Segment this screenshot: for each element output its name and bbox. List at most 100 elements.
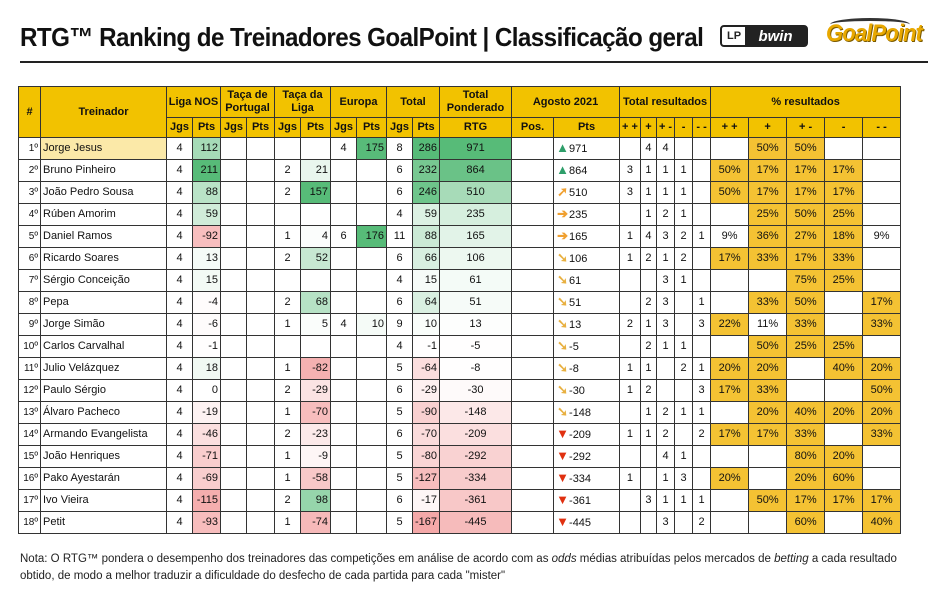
table-row: 17º Ivo Vieira 4 -115 2 98 6 -17 -361 ▼-361 3 1 1 1 50… xyxy=(18,489,902,512)
liga-games: 4 xyxy=(166,313,193,336)
result-percent: 17% xyxy=(786,181,826,204)
europa-points xyxy=(356,335,387,358)
result-count: 1 xyxy=(674,269,694,292)
result-percent: 20% xyxy=(862,357,902,380)
taca-liga-points xyxy=(300,137,331,160)
result-count: 2 xyxy=(639,379,657,402)
taca-liga-points: -23 xyxy=(300,423,331,446)
result-percent: 33% xyxy=(824,247,864,270)
result-count: 3 xyxy=(655,225,676,248)
total-ponderado-header: Total Ponderado xyxy=(439,86,513,118)
result-percent xyxy=(824,313,864,336)
result-count: 1 xyxy=(619,357,641,380)
liga-points: -69 xyxy=(192,467,221,490)
liga-points: 15 xyxy=(192,269,221,292)
liga-games: 4 xyxy=(166,247,193,270)
taca-liga-points: -70 xyxy=(300,401,331,424)
result-percent: 33% xyxy=(786,423,826,446)
taca-liga-games: 1 xyxy=(274,401,301,424)
agosto-points: -209 xyxy=(569,429,592,441)
coach-name: Armando Evangelista xyxy=(40,423,167,446)
coach-name: Bruno Pinheiro xyxy=(40,159,167,182)
liga-points: 88 xyxy=(192,181,221,204)
rtg-value: 51 xyxy=(439,291,513,314)
total-points: -80 xyxy=(411,445,441,468)
liga-games: 4 xyxy=(166,467,193,490)
agosto-points-cell: ➘-5 xyxy=(553,335,621,358)
total-games: 5 xyxy=(386,467,413,490)
result-percent xyxy=(862,203,902,226)
taca-liga-games: 2 xyxy=(274,489,301,512)
agosto-points: 61 xyxy=(569,275,582,287)
bwin-logo-text: bwin xyxy=(745,27,806,45)
result-count: 3 xyxy=(674,467,694,490)
result-percent: 18% xyxy=(824,225,864,248)
coach-name: Paulo Sérgio xyxy=(40,379,167,402)
result-count xyxy=(674,291,694,314)
total-games: 5 xyxy=(386,357,413,380)
taca-portugal-points xyxy=(246,357,275,380)
agosto-position xyxy=(511,269,555,292)
liga-points: 13 xyxy=(192,247,221,270)
result-count xyxy=(619,445,641,468)
rank-cell: 9º xyxy=(18,313,41,336)
footnote-part-1: Nota: O RTG™ pondera o desempenho dos tr… xyxy=(20,553,552,565)
taca-portugal-points xyxy=(246,181,275,204)
total-points: -29 xyxy=(411,379,441,402)
europa-header: Europa xyxy=(330,86,387,118)
rtg-value: -334 xyxy=(439,467,513,490)
result-percent xyxy=(824,137,864,160)
goalpoint-logo-swoosh xyxy=(830,18,910,31)
liga-games: 4 xyxy=(166,511,193,534)
result-percent: 20% xyxy=(748,401,788,424)
result-count: 2 xyxy=(674,247,694,270)
liga-points: -46 xyxy=(192,423,221,446)
liga-games: 4 xyxy=(166,181,193,204)
coach-name: Sérgio Conceição xyxy=(40,269,167,292)
result-percent xyxy=(710,445,750,468)
total-games: 4 xyxy=(386,335,413,358)
europa-games xyxy=(330,423,357,446)
result-count xyxy=(674,137,694,160)
result-percent xyxy=(710,335,750,358)
total-games: 9 xyxy=(386,313,413,336)
result-percent: 20% xyxy=(862,401,902,424)
rtg-value: 165 xyxy=(439,225,513,248)
result-count: 1 xyxy=(692,291,712,314)
result-percent: 20% xyxy=(710,357,750,380)
coach-name: Pako Ayestarán xyxy=(40,467,167,490)
total-games: 6 xyxy=(386,181,413,204)
total-points: 232 xyxy=(411,159,441,182)
result-percent: 33% xyxy=(862,423,902,446)
result-percent: 25% xyxy=(824,269,864,292)
taca-liga-points xyxy=(300,269,331,292)
agosto-points: -361 xyxy=(569,495,592,507)
result-percent xyxy=(862,335,902,358)
taca-portugal-header: Taça de Portugal xyxy=(220,86,275,118)
result-count xyxy=(619,511,641,534)
europa-games xyxy=(330,291,357,314)
agosto-points-cell: ➘13 xyxy=(553,313,621,336)
tl-jgs-header: Jgs xyxy=(274,117,301,138)
trend-down-icon: ▼ xyxy=(556,492,569,507)
result-count: 3 xyxy=(692,313,712,336)
liga-games: 4 xyxy=(166,137,193,160)
total-points: 286 xyxy=(411,137,441,160)
result-percent xyxy=(862,269,902,292)
result-percent xyxy=(862,181,902,204)
agosto-position xyxy=(511,445,555,468)
result-percent: 20% xyxy=(786,467,826,490)
tp-jgs-header: Jgs xyxy=(220,117,247,138)
result-count: 1 xyxy=(674,203,694,226)
result-count xyxy=(619,137,641,160)
taca-portugal-points xyxy=(246,203,275,226)
result-count xyxy=(692,269,712,292)
coach-name: Pepa xyxy=(40,291,167,314)
result-count xyxy=(639,467,657,490)
total-points: 10 xyxy=(411,313,441,336)
rtg-value: 510 xyxy=(439,181,513,204)
result-percent: 50% xyxy=(786,137,826,160)
result-count: 1 xyxy=(639,313,657,336)
taca-liga-games xyxy=(274,269,301,292)
result-count xyxy=(692,445,712,468)
